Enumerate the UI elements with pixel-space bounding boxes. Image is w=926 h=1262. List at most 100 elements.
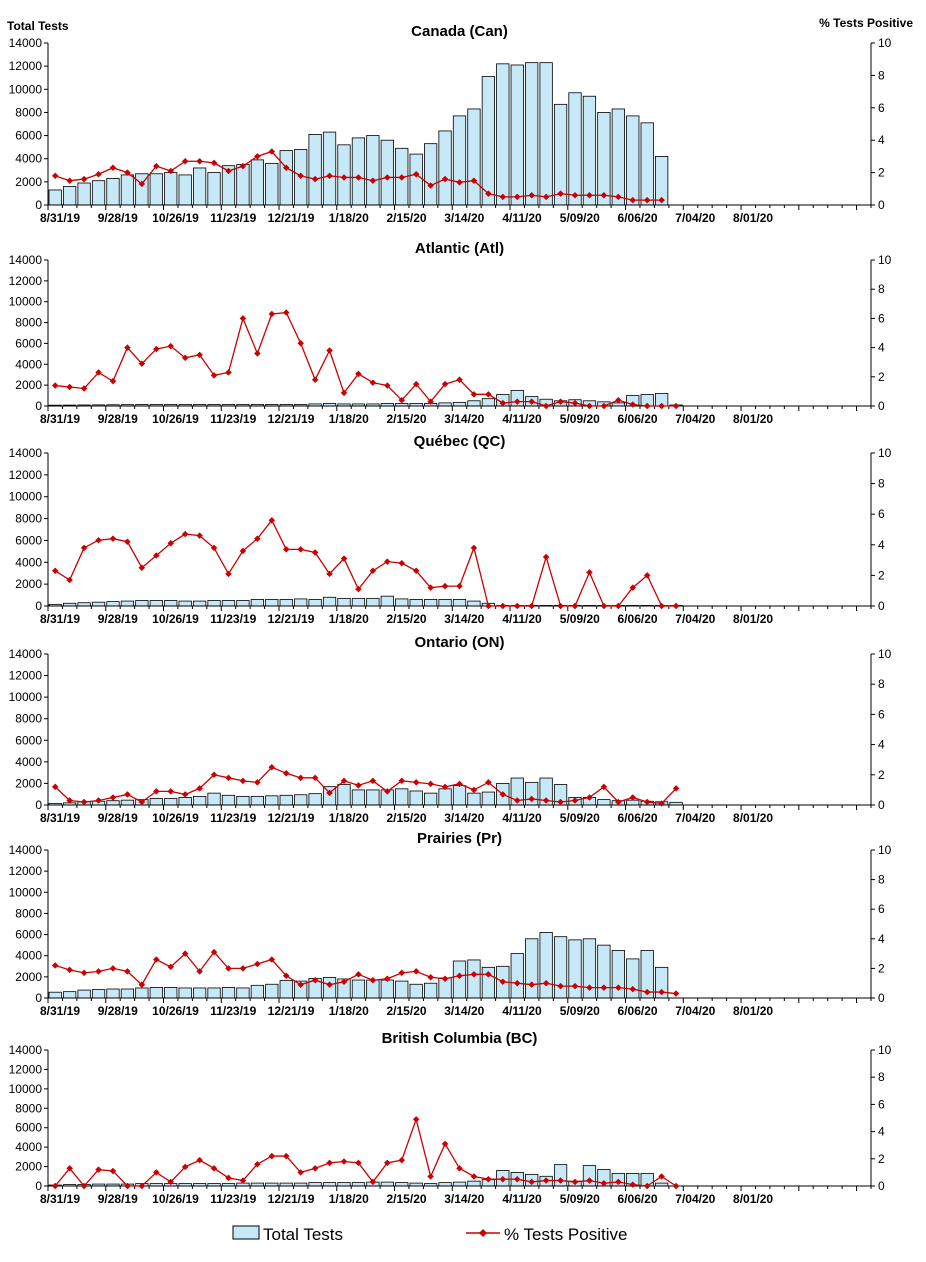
- pct-positive-point: [124, 791, 131, 798]
- x-tick-label: 4/11/20: [502, 811, 542, 825]
- total-tests-bar: [597, 112, 611, 206]
- left-tick-label: 0: [35, 399, 42, 413]
- pct-positive-point: [311, 376, 319, 384]
- left-tick-label: 10000: [9, 1082, 43, 1096]
- pct-positive-point: [181, 791, 189, 798]
- pct-positive-point: [225, 774, 232, 782]
- right-tick-label: 4: [878, 133, 885, 147]
- x-tick-label: 4/11/20: [502, 612, 542, 626]
- total-tests-bar: [236, 795, 250, 806]
- pct-positive-point: [369, 777, 377, 785]
- pct-positive-point: [427, 780, 434, 788]
- total-tests-bar: [380, 139, 394, 206]
- pct-positive-point: [282, 972, 290, 980]
- pct-positive-point: [571, 399, 579, 407]
- x-tick-label: 4/11/20: [502, 1192, 542, 1206]
- pct-positive-point: [528, 398, 536, 405]
- pct-positive-point: [95, 170, 102, 178]
- pct-positive-point: [225, 1174, 232, 1182]
- pct-positive-point: [80, 544, 88, 552]
- pct-positive-point: [456, 1164, 463, 1172]
- panel-title: Atlantic (Atl): [415, 240, 504, 257]
- pct-positive-point: [297, 981, 305, 989]
- pct-positive-point: [254, 350, 261, 357]
- total-tests-bar: [48, 991, 62, 999]
- pct-positive-point: [369, 177, 377, 185]
- x-tick-label: 6/06/20: [618, 1192, 658, 1206]
- pct-positive-point: [326, 570, 333, 578]
- x-tick-label: 9/28/19: [98, 1004, 138, 1018]
- pct-positive-point: [499, 978, 507, 986]
- right-tick-label: 0: [878, 991, 885, 1005]
- total-tests-bar: [207, 172, 221, 206]
- x-tick-label: 1/18/20: [329, 1192, 369, 1206]
- pct-positive-point: [124, 169, 131, 176]
- pct-positive-point: [557, 798, 564, 806]
- pct-positive-point: [456, 376, 463, 384]
- total-tests-bar: [63, 991, 77, 999]
- left-tick-label: 6000: [15, 533, 42, 547]
- left-tick-label: 8000: [15, 316, 42, 330]
- left-tick-label: 14000: [9, 647, 43, 661]
- pct-positive-point: [470, 786, 478, 794]
- total-tests-bar: [351, 1182, 366, 1187]
- left-tick-label: 12000: [9, 59, 43, 73]
- pct-positive-point: [80, 175, 88, 183]
- total-tests-bar: [265, 983, 279, 999]
- pct-positive-point: [513, 398, 521, 405]
- total-tests-bar: [525, 938, 539, 999]
- total-tests-bar: [91, 601, 106, 607]
- pct-positive-point: [297, 172, 305, 180]
- pct-positive-point: [66, 797, 74, 804]
- x-tick-label: 3/14/20: [444, 811, 484, 825]
- pct-positive-point: [340, 777, 348, 785]
- left-tick-label: 10000: [9, 690, 43, 704]
- pct-positive-point: [470, 970, 478, 978]
- total-tests-bar: [279, 980, 293, 999]
- total-tests-bar: [582, 95, 597, 206]
- pct-positive-point: [225, 167, 232, 175]
- total-tests-bar: [192, 987, 207, 999]
- pct-positive-point: [412, 778, 420, 786]
- x-tick-label: 8/01/20: [733, 1004, 773, 1018]
- pct-positive-point: [600, 191, 608, 199]
- pct-positive-point: [528, 981, 536, 989]
- left-tick-label: 4000: [15, 1140, 42, 1154]
- x-tick-label: 3/14/20: [444, 211, 484, 225]
- pct-positive-point: [614, 602, 622, 610]
- x-tick-label: 7/04/20: [675, 211, 715, 225]
- left-tick-label: 4000: [15, 949, 42, 963]
- pct-positive-point: [672, 402, 680, 410]
- x-tick-label: 6/06/20: [618, 612, 658, 626]
- pct-positive-point: [80, 798, 88, 806]
- pct-positive-point: [441, 975, 449, 983]
- pct-positive-point: [441, 783, 449, 791]
- pct-positive-point: [311, 976, 319, 984]
- total-tests-bar: [120, 988, 135, 999]
- pct-positive-point: [95, 1166, 102, 1174]
- pct-positive-point: [152, 956, 160, 963]
- total-tests-bar: [91, 180, 106, 206]
- pct-positive-point: [369, 379, 377, 386]
- total-tests-bar: [192, 167, 207, 206]
- pct-positive-point: [282, 1152, 290, 1160]
- pct-positive-point: [340, 555, 348, 562]
- x-tick-label: 10/26/19: [152, 211, 199, 225]
- left-tick-label: 0: [35, 599, 42, 613]
- x-tick-label: 8/31/19: [40, 1192, 80, 1206]
- left-tick-label: 4000: [15, 755, 42, 769]
- x-tick-label: 3/14/20: [444, 412, 484, 426]
- left-tick-label: 6000: [15, 336, 42, 350]
- pct-positive-point: [629, 196, 637, 204]
- x-tick-label: 8/01/20: [733, 612, 773, 626]
- total-tests-bar: [409, 599, 423, 607]
- x-tick-label: 4/11/20: [502, 211, 542, 225]
- right-tick-label: 4: [878, 932, 885, 946]
- total-tests-bar: [178, 600, 192, 607]
- x-tick-label: 8/01/20: [733, 412, 773, 426]
- pct-positive-point: [571, 797, 579, 804]
- right-tick-label: 0: [878, 599, 885, 613]
- pct-positive-point: [499, 791, 507, 798]
- pct-positive-point: [239, 547, 247, 555]
- pct-positive-point: [196, 157, 203, 165]
